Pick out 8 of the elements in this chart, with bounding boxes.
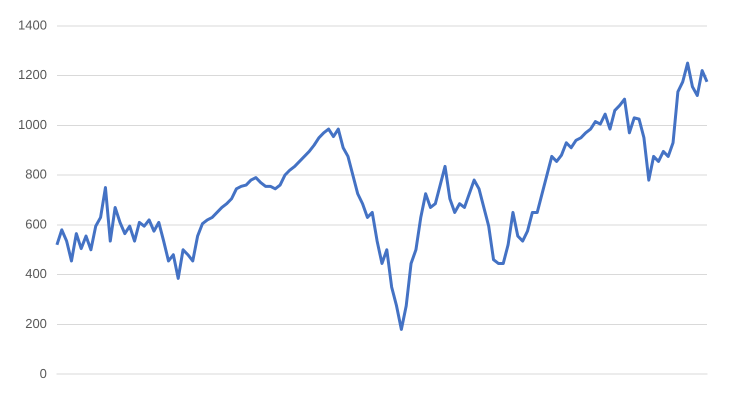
y-tick-label: 0 xyxy=(40,366,47,381)
y-tick-label: 1200 xyxy=(18,67,47,82)
y-tick-label: 400 xyxy=(25,266,47,282)
y-tick-label: 600 xyxy=(25,216,47,232)
y-tick-label: 1000 xyxy=(18,116,47,132)
y-tick-label: 1400 xyxy=(18,17,47,32)
y-tick-label: 800 xyxy=(25,166,47,182)
y-tick-label: 200 xyxy=(25,316,47,332)
